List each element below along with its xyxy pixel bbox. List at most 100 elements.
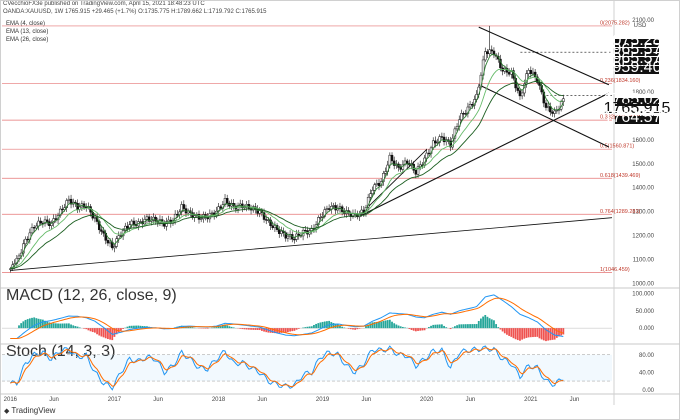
price-label-text: 1965.572	[604, 50, 671, 67]
macd-histogram-bar	[467, 324, 469, 329]
macd-histogram-bar	[24, 319, 27, 329]
macd-title: MACD (12, 26, close, 9)	[6, 287, 177, 304]
macd-histogram-bar	[482, 316, 484, 329]
legend-ema-13[interactable]: EMA (13, close)	[6, 29, 49, 35]
candle-up	[117, 235, 121, 239]
tradingview-label: TradingView	[11, 406, 56, 415]
macd-histogram-bar	[230, 326, 233, 329]
macd-histogram-bar	[471, 324, 474, 329]
macd-histogram-bar	[449, 328, 452, 330]
macd-histogram-bar	[332, 323, 335, 329]
macd-histogram-bar	[52, 323, 55, 329]
candle-up	[67, 198, 71, 201]
stoch-tick-label: 80.00	[639, 353, 655, 359]
legend-ema-26[interactable]: EMA (26, close)	[6, 37, 49, 43]
macd-histogram-bar	[57, 323, 59, 329]
macd-line	[10, 294, 564, 339]
macd-histogram-bar	[495, 324, 498, 329]
macd-histogram-bar	[347, 328, 350, 329]
fib-level-label: 0(2075.282)	[600, 20, 630, 26]
candle-down	[26, 238, 29, 241]
price-label-box	[615, 57, 659, 65]
macd-histogram-bar	[20, 323, 23, 329]
macd-histogram-bar	[22, 321, 25, 329]
candle-down	[327, 208, 331, 210]
macd-histogram-bar	[319, 322, 322, 329]
macd-histogram-bar	[104, 328, 107, 339]
candle-down	[61, 208, 64, 211]
candle-up	[488, 49, 491, 55]
macd-histogram-bar	[486, 316, 489, 329]
price-tick-label: 1000.00	[632, 282, 654, 288]
price-label-text: 1965.572	[604, 41, 671, 58]
candle-up	[484, 51, 487, 61]
candle-up	[373, 184, 376, 191]
macd-histogram-bar	[310, 326, 313, 329]
macd-histogram-bar	[512, 328, 515, 339]
macd-histogram-bar	[287, 328, 289, 333]
macd-histogram-bar	[135, 325, 138, 329]
candle-up	[108, 241, 112, 244]
macd-histogram-bar	[302, 327, 304, 329]
macd-histogram-bar	[341, 326, 344, 329]
candle-up	[30, 227, 34, 234]
price-tick-label: 1300.00	[632, 210, 654, 216]
macd-histogram-bar	[508, 328, 511, 336]
macd-histogram-bar	[96, 328, 98, 335]
macd-histogram-bar	[545, 328, 547, 342]
candle-up	[460, 113, 463, 121]
macd-histogram-bar	[380, 321, 383, 329]
macd-histogram-bar	[417, 328, 419, 331]
macd-histogram-bar	[126, 326, 129, 329]
macd-histogram-bar	[33, 317, 36, 329]
macd-histogram-bar	[122, 328, 124, 329]
macd-histogram-bar	[560, 328, 563, 336]
macd-histogram-bar	[133, 325, 135, 329]
candle-down	[471, 104, 474, 106]
macd-histogram-bar	[61, 323, 64, 329]
macd-histogram-bar	[297, 328, 300, 329]
candle-up	[319, 216, 322, 219]
candle-down	[399, 167, 402, 170]
time-tick-label: 2021	[524, 397, 538, 403]
macd-histogram-bar	[263, 328, 265, 332]
macd-histogram-bar	[393, 323, 396, 329]
macd-histogram-bar	[521, 328, 524, 340]
price-axis-unit: USD	[634, 23, 647, 29]
macd-histogram-bar	[384, 320, 387, 329]
macd-histogram-bar	[65, 323, 68, 329]
macd-histogram-bar	[63, 323, 66, 329]
macd-histogram-bar	[252, 328, 255, 330]
macd-histogram-bar	[493, 320, 495, 329]
macd-axis: 100.000 50.000 0.000	[632, 291, 654, 332]
candle-down	[102, 231, 105, 234]
macd-histogram-bar	[382, 321, 385, 329]
macd-histogram-bar	[534, 328, 537, 337]
macd-histogram-bar	[117, 328, 120, 333]
macd-histogram-bar	[284, 328, 287, 333]
macd-histogram-bar	[549, 328, 552, 341]
macd-histogram-bar	[375, 321, 378, 329]
macd-histogram-bar	[445, 327, 448, 329]
candle-down	[427, 152, 431, 155]
candle-up	[382, 173, 385, 182]
time-tick-label: Jun	[466, 397, 476, 403]
candle-up	[323, 209, 327, 217]
candle-down	[405, 160, 409, 164]
macd-histogram-bar	[456, 325, 458, 329]
macd-histogram-bar	[254, 328, 257, 330]
macd-histogram-bar	[226, 325, 229, 329]
macd-histogram-bar	[490, 319, 493, 329]
macd-histogram-bar	[44, 320, 46, 329]
stoch-band	[2, 354, 612, 382]
macd-histogram-bar	[414, 328, 417, 332]
legend-ema-4[interactable]: EMA (4, close)	[6, 21, 46, 27]
macd-histogram-bar	[536, 328, 539, 337]
candle-down	[462, 113, 465, 115]
macd-histogram-bar	[462, 324, 465, 329]
macd-histogram-bar	[477, 320, 480, 329]
macd-histogram-bar	[28, 318, 31, 329]
candle-up	[375, 183, 379, 185]
fib-level-label: 0.618(1439.469)	[600, 173, 641, 179]
